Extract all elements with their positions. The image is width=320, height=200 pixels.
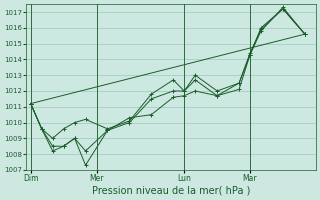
X-axis label: Pression niveau de la mer( hPa ): Pression niveau de la mer( hPa )	[92, 186, 250, 196]
